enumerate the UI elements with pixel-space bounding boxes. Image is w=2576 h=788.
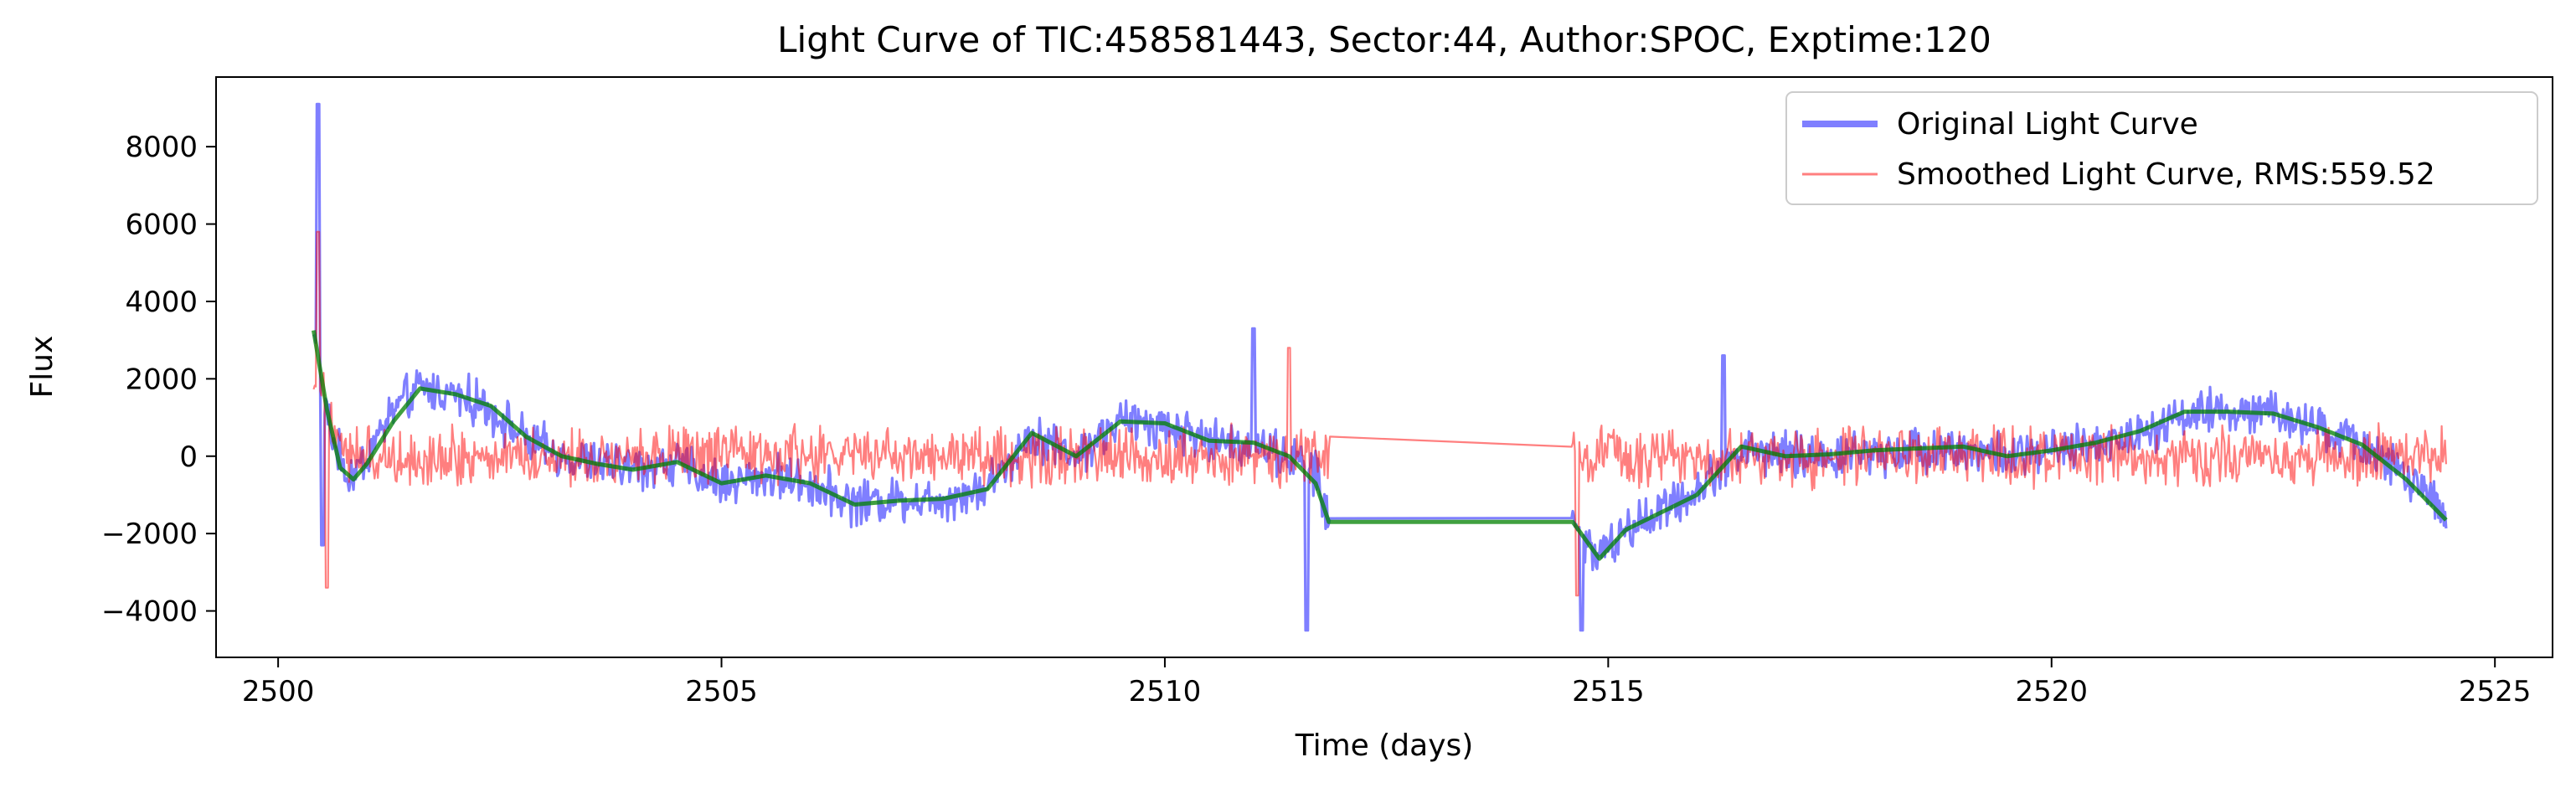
y-tick: 6000 xyxy=(125,209,216,242)
y-tick-label: −4000 xyxy=(101,595,198,629)
x-tick-label: 2500 xyxy=(242,675,315,708)
chart-title: Light Curve of TIC:458581443, Sector:44,… xyxy=(777,19,1991,60)
x-tick-label: 2510 xyxy=(1129,675,1202,708)
plot-area xyxy=(312,102,2448,632)
y-tick-label: 0 xyxy=(179,440,198,474)
y-tick-label: −2000 xyxy=(101,518,198,551)
series-original-line xyxy=(312,102,2448,632)
legend: Original Light Curve Smoothed Light Curv… xyxy=(1785,91,2538,205)
y-tick: 4000 xyxy=(125,286,216,319)
y-tick-label: 4000 xyxy=(125,286,198,319)
y-tick: 0 xyxy=(179,440,216,474)
x-tick-label: 2515 xyxy=(1572,675,1645,708)
x-axis-label: Time (days) xyxy=(1295,729,1474,763)
y-tick: 8000 xyxy=(125,131,216,164)
x-tick: 2500 xyxy=(242,657,315,708)
x-tick-label: 2505 xyxy=(685,675,758,708)
series-layer xyxy=(312,102,2448,632)
y-tick-label: 2000 xyxy=(125,363,198,396)
x-tick: 2510 xyxy=(1129,657,1202,708)
x-axis: 2500 2505 2510 2515 2520 2525 xyxy=(242,657,2532,708)
x-tick: 2515 xyxy=(1572,657,1645,708)
series-smoothed-line xyxy=(312,230,2447,597)
legend-label-original: Original Light Curve xyxy=(1897,107,2198,142)
legend-label-smoothed: Smoothed Light Curve, RMS:559.52 xyxy=(1897,157,2435,192)
x-tick: 2520 xyxy=(2015,657,2088,708)
series-trend-line xyxy=(312,330,2448,561)
y-tick-label: 6000 xyxy=(125,209,198,242)
x-tick: 2505 xyxy=(685,657,758,708)
y-tick: −2000 xyxy=(101,518,216,551)
y-tick: −4000 xyxy=(101,595,216,629)
legend-box xyxy=(1785,91,2538,205)
x-tick-label: 2525 xyxy=(2459,675,2532,708)
plot-frame xyxy=(215,76,2553,658)
y-axis-label: Flux xyxy=(25,336,59,399)
y-tick-label: 8000 xyxy=(125,131,198,164)
y-tick: 2000 xyxy=(125,363,216,396)
x-tick-label: 2520 xyxy=(2015,675,2088,708)
x-tick: 2525 xyxy=(2459,657,2532,708)
y-axis: −4000 −2000 0 2000 4000 6000 8000 xyxy=(101,131,216,629)
